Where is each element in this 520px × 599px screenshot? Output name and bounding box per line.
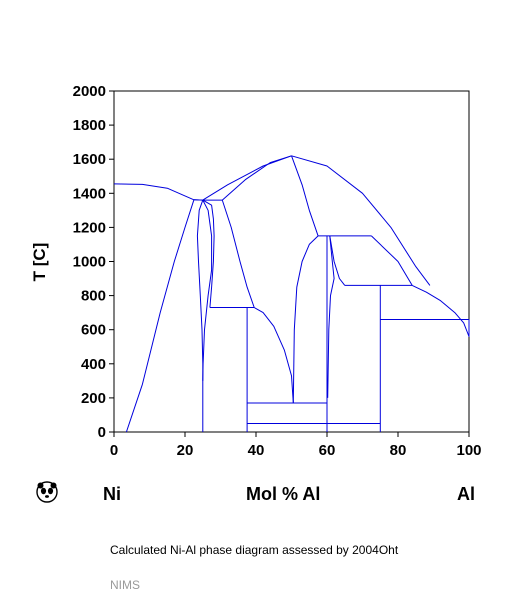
phase-boundary-line (202, 199, 215, 308)
y-tick-label: 0 (98, 424, 106, 441)
y-tick-label: 1600 (73, 151, 106, 168)
right-element-label: Al (457, 484, 475, 504)
chart-caption: Calculated Ni-Al phase diagram assessed … (110, 543, 399, 557)
x-tick-label: 80 (390, 442, 407, 459)
phase-boundary-line (221, 155, 292, 201)
phase-boundary-line (113, 183, 203, 201)
phase-boundary-line (371, 235, 413, 286)
x-tick-label: 0 (110, 442, 118, 459)
y-tick-label: 2000 (73, 83, 106, 100)
phase-diagram-chart: 0 20 40 60 80 100 0 200 400 600 800 1000 1200 1400 16… (30, 83, 482, 459)
phase-boundary-line (125, 199, 195, 433)
x-axis-label: Mol % Al (246, 484, 321, 504)
y-tick-label: 800 (81, 288, 106, 305)
phase-boundary-line (202, 199, 213, 381)
source-label: NIMS (110, 578, 140, 592)
phase-boundaries (113, 155, 470, 433)
y-tick-label: 1200 (73, 219, 106, 236)
phase-boundary-line (202, 155, 292, 201)
left-element-label: Ni (103, 484, 121, 504)
y-tick-label: 200 (81, 390, 106, 407)
y-axis-label: T [C] (30, 243, 49, 282)
y-tick-label: 600 (81, 322, 106, 339)
phase-boundary-line (196, 199, 204, 432)
phase-boundary-line (291, 155, 431, 286)
y-tick-label: 1000 (73, 254, 106, 271)
phase-boundary-line (292, 235, 319, 404)
phase-boundary-line (253, 307, 294, 404)
y-axis-ticks: 0 200 400 600 800 1000 1200 1400 1600 1800 2000 (73, 83, 114, 441)
y-tick-label: 1400 (73, 185, 106, 202)
x-tick-label: 40 (248, 442, 265, 459)
x-tick-label: 60 (319, 442, 336, 459)
y-tick-label: 400 (81, 356, 106, 373)
phase-boundary-line (291, 155, 319, 237)
phase-boundary-line (327, 235, 335, 398)
x-tick-label: 100 (456, 442, 481, 459)
phase-boundary-line (221, 199, 255, 308)
y-tick-label: 1800 (73, 117, 106, 134)
x-tick-label: 20 (177, 442, 194, 459)
phase-boundary-line (329, 235, 346, 286)
panda-logo-icon (36, 481, 58, 503)
phase-boundary-line (411, 284, 470, 337)
x-axis-ticks: 0 20 40 60 80 100 (110, 432, 482, 459)
